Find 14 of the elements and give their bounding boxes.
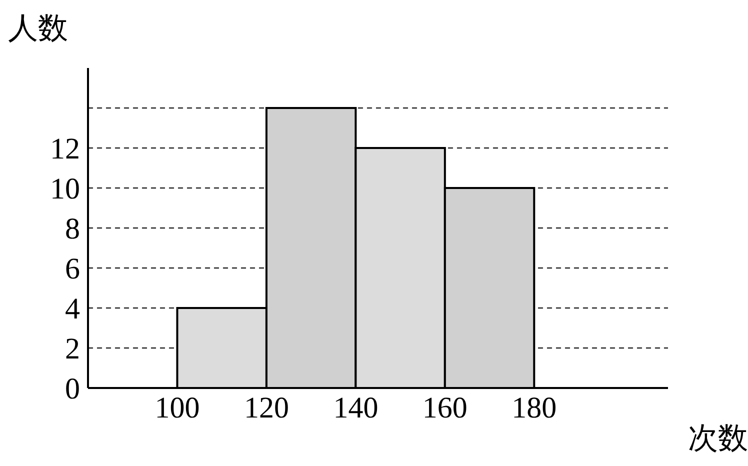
y-axis-title: 人数	[8, 11, 68, 47]
x-tick-label: 160	[422, 391, 468, 424]
x-axis-title: 次数	[688, 421, 748, 457]
x-tick-label: 140	[333, 391, 378, 424]
y-tick-label: 10	[50, 172, 80, 206]
y-tick-label: 6	[65, 252, 80, 286]
x-tick-label: 120	[244, 391, 289, 424]
x-tick-label: 180	[512, 391, 557, 424]
y-tick-label: 8	[65, 212, 80, 246]
x-tick-label: 100	[154, 391, 200, 424]
y-tick-label: 4	[65, 292, 80, 326]
y-tick-label: 0	[65, 372, 80, 406]
y-tick-label: 12	[50, 132, 80, 166]
y-tick-label: 2	[65, 332, 80, 366]
